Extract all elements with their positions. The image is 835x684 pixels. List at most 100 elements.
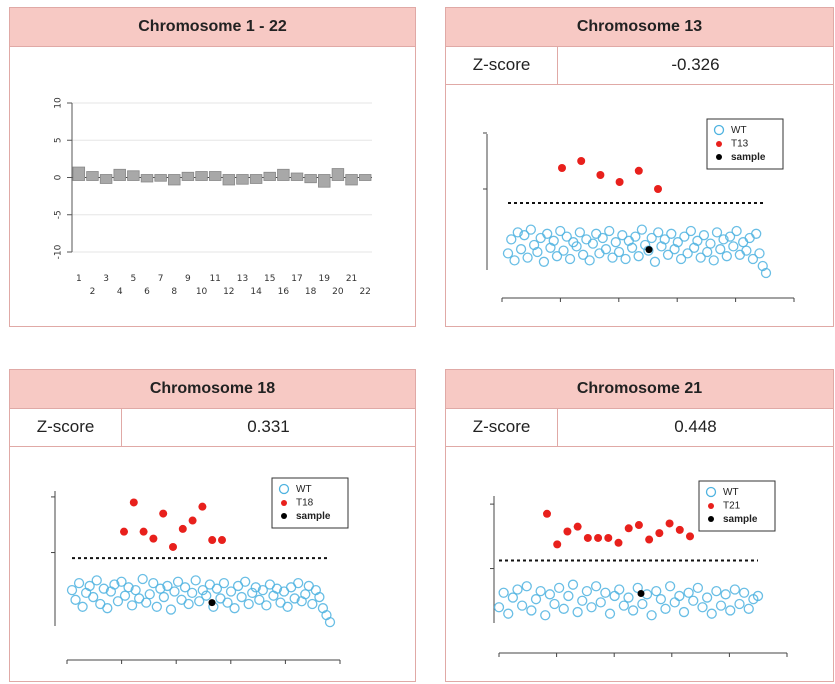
trisomy-point bbox=[645, 535, 654, 544]
wt-point bbox=[718, 234, 729, 245]
scatter-chromosome-18: WT T18 sample bbox=[51, 477, 349, 664]
trisomy-point bbox=[583, 533, 592, 542]
wt-point bbox=[512, 584, 523, 595]
wt-point bbox=[240, 576, 251, 587]
wt-point bbox=[607, 252, 618, 263]
wt-point bbox=[84, 580, 95, 592]
wt-point bbox=[530, 594, 542, 605]
wt-point bbox=[604, 608, 616, 619]
legend-label: T18 bbox=[296, 498, 314, 509]
wt-point bbox=[567, 579, 579, 590]
zscore-value: -0.326 bbox=[671, 55, 720, 74]
wt-point bbox=[613, 246, 625, 258]
x-tick-label: 8 bbox=[171, 287, 177, 297]
wt-point bbox=[183, 598, 194, 610]
panel-chromosome-21: Chromosome 21 Z-score 0.448 WT T21 sample bbox=[445, 369, 834, 682]
trisomy-point bbox=[675, 525, 684, 534]
trisomy-point bbox=[624, 524, 633, 533]
y-tick-label: -10 bbox=[54, 244, 64, 259]
wt-point bbox=[555, 225, 566, 237]
wt-point bbox=[651, 585, 662, 597]
wt-point bbox=[618, 600, 630, 611]
wt-point bbox=[604, 225, 615, 237]
bar bbox=[318, 174, 331, 188]
x-tick-label: 13 bbox=[237, 274, 248, 284]
legend-wt-marker bbox=[278, 483, 290, 495]
panel-title: Chromosome 21 bbox=[446, 370, 833, 409]
wt-point bbox=[158, 591, 170, 603]
bar bbox=[345, 174, 358, 186]
trisomy-point bbox=[543, 509, 551, 518]
trisomy-point bbox=[159, 509, 168, 518]
bar bbox=[331, 168, 345, 181]
wt-point bbox=[187, 587, 198, 599]
wt-point bbox=[725, 605, 736, 616]
wt-point bbox=[633, 251, 644, 262]
wt-point bbox=[692, 582, 704, 594]
wt-point bbox=[179, 582, 191, 593]
x-tick-label: 15 bbox=[264, 274, 275, 284]
bar bbox=[168, 174, 181, 186]
wt-point bbox=[254, 594, 265, 605]
legend-label: sample bbox=[296, 511, 331, 522]
bar bbox=[86, 171, 99, 181]
wt-point bbox=[169, 586, 180, 597]
sample-point bbox=[637, 590, 645, 598]
wt-point bbox=[88, 591, 99, 603]
wt-point bbox=[558, 603, 569, 614]
wt-point bbox=[126, 600, 138, 611]
x-tick-label: 11 bbox=[209, 274, 220, 284]
bar bbox=[263, 171, 276, 181]
x-tick-label: 12 bbox=[223, 287, 234, 297]
wt-point bbox=[692, 235, 703, 246]
wt-point bbox=[525, 224, 537, 235]
wt-point bbox=[672, 237, 683, 248]
wt-point bbox=[282, 601, 293, 612]
wt-point bbox=[73, 577, 85, 589]
trisomy-point bbox=[563, 527, 572, 536]
wt-point bbox=[669, 597, 680, 608]
wt-point bbox=[564, 253, 576, 265]
wt-point bbox=[229, 603, 240, 614]
wt-point bbox=[637, 598, 648, 610]
wt-point bbox=[701, 592, 713, 603]
trisomy-point bbox=[553, 540, 562, 549]
wt-point bbox=[738, 587, 750, 598]
wt-point bbox=[609, 590, 620, 602]
wt-point bbox=[535, 585, 546, 597]
trisomy-point bbox=[614, 538, 623, 547]
legend-label: WT bbox=[723, 487, 739, 498]
zscore-label: Z-score bbox=[446, 408, 558, 446]
trisomy-point bbox=[208, 536, 217, 545]
wt-point bbox=[734, 249, 746, 260]
trisomy-point bbox=[665, 519, 674, 528]
wt-point bbox=[627, 605, 639, 616]
zscore-row: Z-score -0.326 bbox=[446, 46, 833, 85]
wt-point bbox=[662, 249, 674, 260]
wt-point bbox=[675, 253, 687, 265]
wt-point bbox=[503, 608, 514, 619]
wt-point bbox=[682, 248, 693, 259]
x-tick-label: 22 bbox=[359, 287, 370, 297]
wt-point bbox=[293, 577, 304, 589]
wt-point bbox=[636, 224, 648, 235]
wt-point bbox=[747, 253, 759, 265]
x-tick-label: 5 bbox=[130, 274, 136, 284]
wt-point bbox=[70, 594, 81, 605]
wt-point bbox=[151, 601, 162, 612]
wt-point bbox=[271, 583, 283, 594]
wt-point bbox=[659, 234, 670, 245]
wt-point bbox=[148, 577, 159, 589]
y-tick-label: 5 bbox=[54, 137, 64, 143]
y-tick-label: 10 bbox=[54, 97, 64, 109]
wt-point bbox=[591, 228, 602, 239]
wt-point bbox=[549, 598, 560, 610]
wt-point bbox=[493, 602, 505, 613]
bar bbox=[195, 171, 208, 181]
wt-point bbox=[519, 230, 530, 241]
bar bbox=[154, 174, 167, 182]
scatter-chromosome-13: WT T13 sample bbox=[483, 118, 795, 302]
wt-point bbox=[744, 232, 755, 244]
wt-point bbox=[526, 605, 537, 616]
trisomy-point bbox=[654, 185, 662, 193]
